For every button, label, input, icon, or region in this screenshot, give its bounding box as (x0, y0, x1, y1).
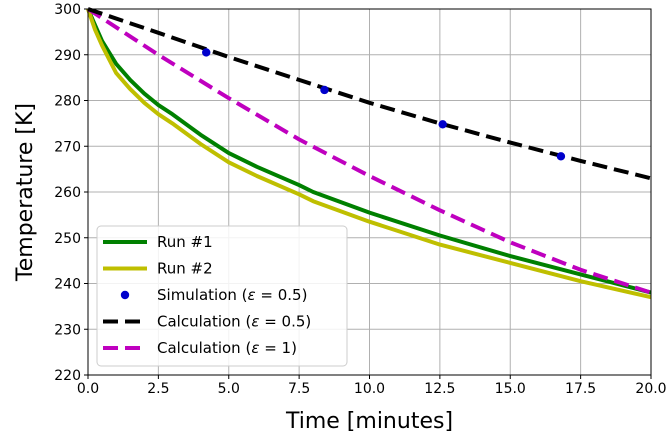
x-tick-label: 2.5 (147, 381, 169, 397)
series-4-line (86, 7, 652, 295)
x-tick-label: 20.0 (635, 381, 666, 397)
x-tick-label: 15.0 (495, 381, 526, 397)
x-axis-label: Time [minutes] (285, 409, 453, 434)
x-tick-label: 0.0 (77, 381, 99, 397)
y-tick-label: 280 (54, 94, 81, 110)
simulation-point (438, 120, 447, 129)
y-tick-label: 290 (54, 48, 81, 64)
legend-marker (120, 290, 130, 300)
series-layer (86, 7, 652, 300)
legend-label: Run #1 (157, 233, 213, 251)
legend-entry: Run #2 (103, 260, 213, 278)
y-tick-label: 300 (54, 2, 81, 18)
legend-entry: Run #1 (103, 233, 213, 251)
legend-label: Calculation (ε = 0.5) (157, 313, 311, 331)
y-tick-label: 250 (54, 231, 81, 247)
legend-entry: Calculation (ε = 1) (103, 339, 297, 357)
y-tick-label: 220 (54, 368, 81, 384)
x-tick-label: 5.0 (218, 381, 240, 397)
y-tick-label: 260 (54, 185, 81, 201)
legend-box (96, 225, 348, 367)
x-tick-label: 7.5 (288, 381, 310, 397)
x-tick-label: 17.5 (565, 381, 596, 397)
series-1-line (86, 8, 652, 300)
y-tick-label: 230 (54, 322, 81, 338)
y-tick-label: 240 (54, 277, 81, 293)
simulation-point (320, 85, 329, 95)
y-tick-label: 270 (54, 139, 81, 155)
legend-label: Calculation (ε = 1) (157, 339, 297, 357)
x-tick-label: 12.5 (424, 381, 455, 397)
simulation-point (556, 152, 566, 161)
y-axis: 220 230 240 250 260 270 280 290 300 (54, 2, 88, 384)
legend-entry: Simulation (ε = 0.5) (120, 286, 307, 304)
series-2-markers (202, 48, 566, 161)
legend: Run #1 Run #2 Simulation (ε = 0.5) Calculat… (96, 225, 348, 367)
simulation-point (202, 48, 211, 57)
x-tick-label: 10.0 (354, 381, 385, 397)
series-0-line (86, 8, 652, 295)
legend-entry: Calculation (ε = 0.5) (103, 313, 311, 331)
legend-label: Run #2 (157, 260, 213, 278)
legend-label: Simulation (ε = 0.5) (157, 286, 307, 304)
x-axis: 0.0 2.5 5.0 7.5 10.0 12.5 15.0 17.5 20.0 (77, 375, 667, 397)
y-axis-label: Temperature [K] (13, 103, 38, 282)
